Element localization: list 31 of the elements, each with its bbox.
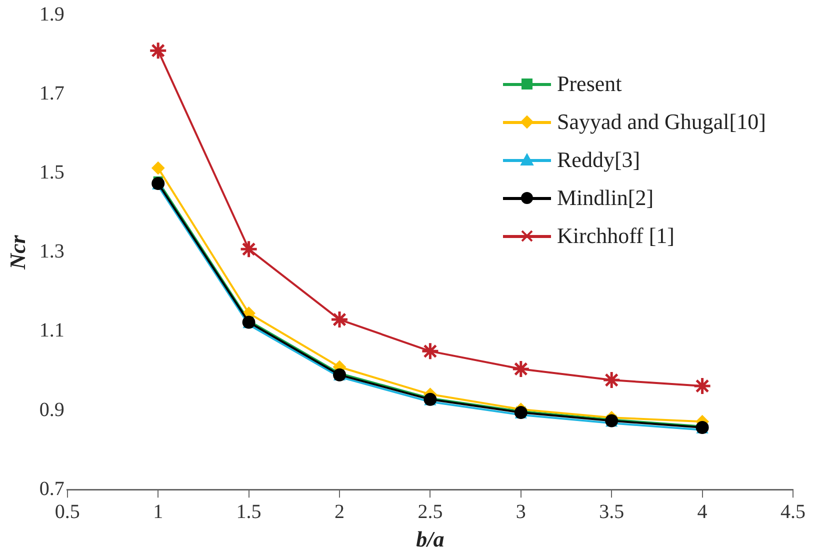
point (420, 342, 440, 360)
point (330, 310, 349, 329)
x-tick-label: 2 (334, 500, 344, 523)
x-tick-label: 4.5 (780, 500, 806, 523)
point (512, 360, 530, 378)
point (240, 240, 258, 258)
y-tick-label: 1.7 (39, 82, 64, 104)
y-tick-label: 1.3 (39, 240, 64, 263)
point (602, 370, 621, 390)
y-tick-label: 1.5 (39, 161, 64, 184)
point (693, 376, 712, 396)
legend-label: Present (557, 71, 622, 97)
legend-label: Sayyad and Ghugal[10] (557, 109, 766, 135)
x-axis-title: b/a (416, 526, 444, 552)
x-tick-label: 1 (153, 500, 164, 523)
x-tick-label: 0.5 (54, 500, 80, 523)
x-tick-label: 2.5 (418, 500, 443, 523)
x-tick-label: 3 (516, 500, 526, 523)
y-axis-title: Ncr (4, 234, 30, 270)
legend-label: Mindlin[2] (557, 185, 654, 211)
y-tick-label: 1.9 (39, 3, 64, 26)
y-tick-label: 0.9 (39, 398, 64, 421)
legend-label: Kirchhoff [1] (557, 223, 674, 249)
point (148, 41, 168, 60)
x-tick-label: 1.5 (236, 500, 262, 523)
y-tick-label: 1.1 (39, 320, 64, 342)
x-tick-label: 4 (697, 500, 708, 523)
point (152, 162, 165, 175)
legend-label: Reddy[3] (557, 147, 640, 173)
y-tick-label: 0.7 (39, 478, 64, 500)
x-tick-label: 3.5 (599, 500, 624, 523)
